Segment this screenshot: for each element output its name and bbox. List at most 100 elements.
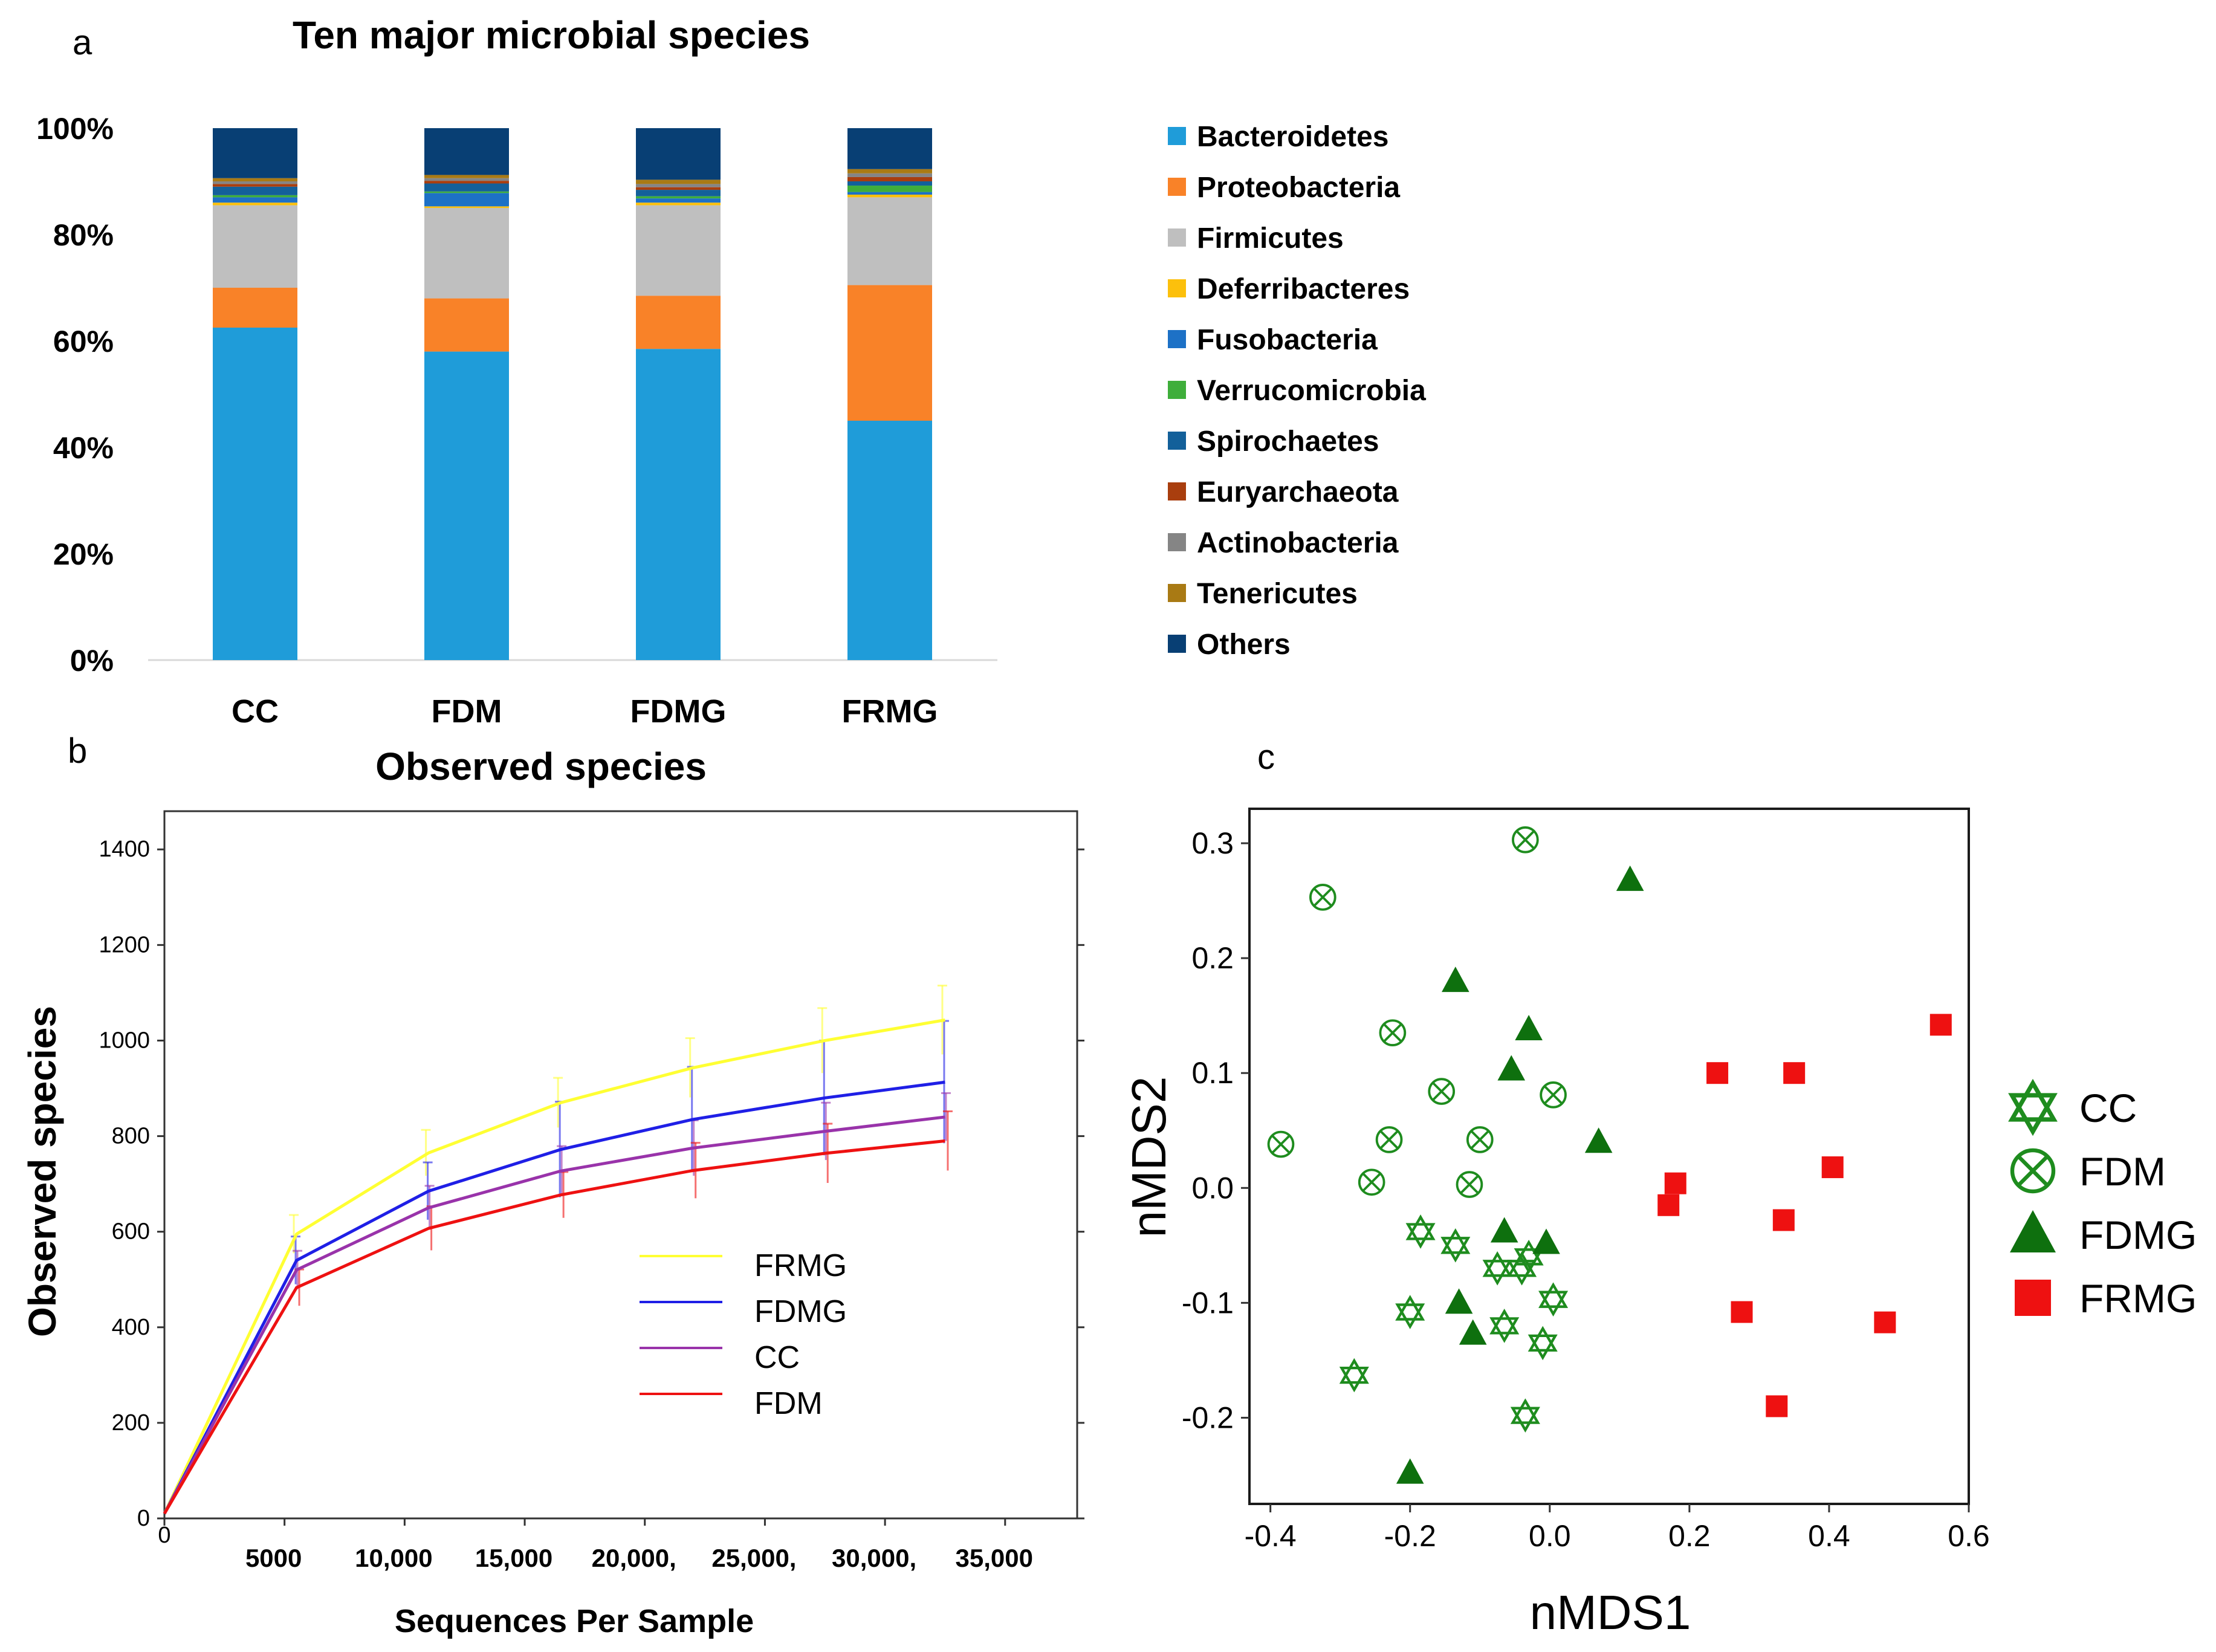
- y-tick-label: -0.2: [1182, 1401, 1234, 1434]
- panel-a-label: a: [73, 23, 92, 62]
- legend-label: Verrucomicrobia: [1197, 375, 1426, 407]
- marker-circle: [1456, 1171, 1483, 1198]
- marker-cross-b: [1383, 1023, 1402, 1043]
- marker-triangle-up: [1405, 1214, 1436, 1240]
- panel-b-legend: FRMG FDMG CC FDM: [640, 1248, 847, 1421]
- bar-fdmg-verrucomicrobia: [636, 196, 721, 199]
- x-tick-label: 0.2: [1668, 1519, 1711, 1553]
- y-tick-label: 100%: [36, 112, 114, 146]
- x-tick-label: 0.4: [1808, 1519, 1850, 1553]
- panel-a-bars: [213, 128, 932, 660]
- y-tick-label: 600: [112, 1219, 150, 1245]
- marker-triangle-down: [1405, 1223, 1436, 1249]
- y-tick-label: -0.1: [1182, 1286, 1234, 1320]
- y-tick-label: 60%: [53, 325, 114, 358]
- panel-b-label: b: [68, 731, 87, 771]
- panel-a-title: Ten major microbial species: [293, 13, 810, 57]
- point-fdmg: [1459, 1319, 1487, 1345]
- legend-label: Others: [1197, 629, 1291, 661]
- bar-fdmg-actinobacteria: [636, 184, 721, 187]
- legend-marker-frmg: [2015, 1280, 2051, 1316]
- bar-frmg-proteobacteria: [847, 285, 932, 421]
- bar-fdm-others: [424, 128, 509, 175]
- x-tick-label: FDM: [432, 693, 502, 730]
- point-cc: [1440, 1228, 1471, 1263]
- x-tick-label: FRMG: [842, 693, 938, 730]
- point-frmg: [1783, 1062, 1806, 1084]
- legend-label: Tenericutes: [1197, 578, 1358, 610]
- panel-c-label: c: [1257, 737, 1275, 777]
- bar-cc-spirochaetes: [213, 186, 297, 195]
- line-fdmg: [163, 1080, 945, 1515]
- point-fdmg: [1616, 865, 1644, 891]
- point-frmg: [1766, 1395, 1788, 1417]
- legend-label: Fusobacteria: [1197, 324, 1378, 356]
- marker-circle: [1512, 826, 1539, 854]
- point-fdm: [1379, 1019, 1407, 1046]
- y-tick-label: 80%: [53, 218, 114, 252]
- line-fdm: [163, 1139, 945, 1515]
- marker-triangle-down: [1538, 1291, 1569, 1317]
- marker-cross-b: [2017, 1155, 2049, 1187]
- x-tick-label: 10,000: [355, 1544, 432, 1572]
- bar-fdm-bacteroidetes: [424, 351, 509, 660]
- panel-c: c -0.4 -0.2 0.0 0.2 0.4 0.6 -0.2 -0.1 0.0 0.1 0.2 0…: [1122, 737, 2197, 1639]
- bar-fdm-spirochaetes: [424, 183, 509, 192]
- legend-swatch: [1168, 482, 1186, 500]
- y-tick-label: 200: [112, 1410, 150, 1436]
- point-frmg: [1731, 1301, 1753, 1323]
- y-tick-label: 20%: [53, 537, 114, 571]
- legend-label: Spirochaetes: [1197, 426, 1379, 458]
- point-fdm: [1309, 884, 1336, 911]
- legend-swatch: [1168, 279, 1186, 297]
- panel-a-y-axis: 0% 20% 40% 60% 80% 100%: [36, 112, 114, 678]
- panel-b-y-title: Observed species: [21, 1006, 64, 1337]
- point-cc: [1405, 1214, 1436, 1249]
- panel-b: b Observed species 0 200 400 600 800 1000 1200…: [21, 731, 1084, 1639]
- point-frmg: [1821, 1156, 1844, 1179]
- x-tick-label: 35,000: [956, 1544, 1033, 1572]
- marker-cross-b: [1362, 1172, 1381, 1192]
- point-fdmg: [1497, 1055, 1526, 1081]
- legend-label: Proteobacteria: [1197, 172, 1400, 204]
- x-tick-label: 20,000,: [592, 1544, 676, 1572]
- x-tick-label: CC: [232, 693, 279, 730]
- bar-fdmg-others: [636, 128, 721, 180]
- bar-cc-others: [213, 128, 297, 178]
- marker-triangle-up: [1528, 1326, 1558, 1352]
- marker-triangle-up: [1489, 1309, 1520, 1335]
- y-tick-label: 40%: [53, 431, 114, 465]
- panel-a-x-axis: CC FDM FDMG FRMG: [232, 693, 938, 730]
- bar-fdmg-firmicutes: [636, 205, 721, 296]
- point-frmg: [1664, 1172, 1686, 1194]
- marker-cross-b: [1460, 1174, 1479, 1194]
- bar-fdm-actinobacteria: [424, 178, 509, 181]
- bar-fdmg-tenericutes: [636, 180, 721, 184]
- point-cc: [1510, 1398, 1540, 1433]
- marker-cross-b: [1431, 1081, 1451, 1101]
- marker-triangle-down: [1482, 1260, 1512, 1286]
- point-cc: [1528, 1326, 1558, 1361]
- legend-swatch: [1168, 178, 1186, 196]
- point-fdm: [1456, 1171, 1483, 1198]
- point-fdm: [1358, 1168, 1385, 1196]
- bar-cc-fusobacteria: [213, 197, 297, 203]
- legend-swatch: [1168, 635, 1186, 653]
- legend-label: FRMG: [754, 1248, 847, 1283]
- x-tick-label: 0.6: [1948, 1519, 1990, 1553]
- line-cc: [163, 1115, 945, 1515]
- x-tick-label: 15,000: [475, 1544, 552, 1572]
- point-frmg: [1929, 1014, 1952, 1036]
- point-frmg: [1874, 1311, 1896, 1333]
- bar-frmg-euryarchaeota: [847, 177, 932, 181]
- legend-marker-cc: [2008, 1078, 2058, 1136]
- x-tick-label: -0.4: [1245, 1519, 1297, 1553]
- marker-triangle-up: [1440, 1228, 1471, 1254]
- bar-frmg-tenericutes: [847, 169, 932, 173]
- legend-swatch: [1168, 381, 1186, 399]
- panel-c-x-title: nMDS1: [1530, 1586, 1691, 1639]
- marker-triangle-down: [1440, 1237, 1471, 1263]
- marker-triangle-up: [2008, 1078, 2058, 1122]
- y-tick-label: 400: [112, 1315, 150, 1340]
- marker-triangle-down: [1395, 1303, 1425, 1329]
